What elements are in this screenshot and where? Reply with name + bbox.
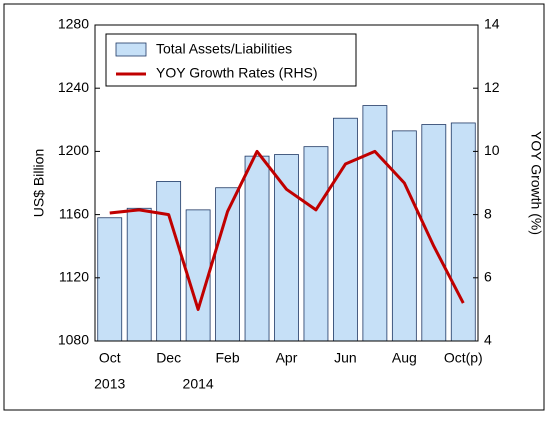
bar [97,217,123,342]
x-tick-label: Aug [392,350,417,366]
year-label: 2013 [94,376,125,392]
y2-tick-label: 12 [484,79,500,95]
frame [3,3,545,411]
bar [391,130,417,342]
y-axis-label: US$ Billion [31,149,47,217]
y2-tick-label: 14 [484,16,500,32]
bar [244,155,270,342]
y-tick-label: 1160 [59,205,89,221]
x-tick-label: Jun [334,350,357,366]
plot-border [94,24,479,342]
x-tick-label: Oct [99,350,121,366]
y2-tick-label: 4 [484,332,492,348]
bar [274,154,299,342]
legend-swatch [115,42,147,57]
legend-label: YOY Growth Rates (RHS) [156,65,318,81]
bar [421,124,447,342]
y2-tick-label: 8 [484,205,492,221]
y-tick-label: 1080 [58,332,89,348]
y-tick-label: 1280 [58,16,89,32]
bar [333,117,358,342]
y2-tick-label: 6 [484,269,492,285]
bar [185,209,211,342]
legend-box [105,33,357,87]
bar [450,122,476,342]
y-tick-label: 1120 [59,269,89,285]
bar [362,105,388,342]
x-tick-label: Oct(p) [444,350,483,366]
y-tick-label: 1200 [58,142,89,158]
y2-tick-label: 10 [484,142,500,158]
bar [126,207,152,342]
bar [303,146,329,342]
x-tick-label: Feb [216,350,240,366]
x-tick-label: Apr [276,350,298,366]
x-tick-label: Dec [156,350,181,366]
growth-line [109,149,465,311]
legend-label: Total Assets/Liabilities [156,41,292,57]
year-label: 2014 [183,376,214,392]
y2-axis-label: YOY Growth (%) [528,131,544,235]
y-tick-label: 1240 [58,79,89,95]
bar [156,181,182,342]
